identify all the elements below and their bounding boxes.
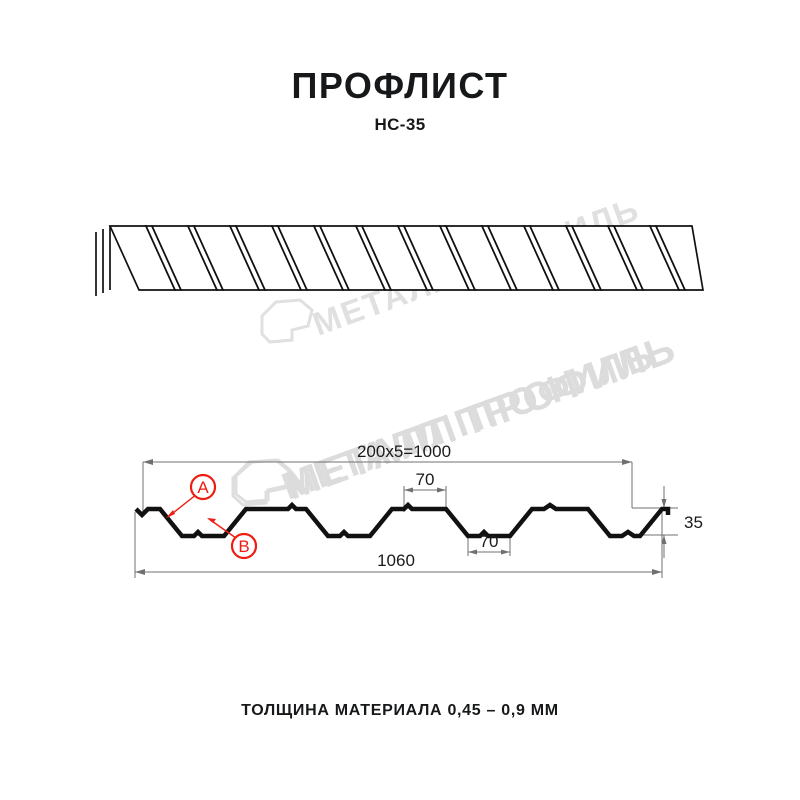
dimension-lines (134, 461, 678, 578)
watermark-logo-icon-2 (234, 458, 292, 504)
profile-cross-section (134, 501, 671, 539)
profile-3d-view (95, 227, 701, 317)
material-thickness-note: ТОЛЩИНА МАТЕРИАЛА 0,45 – 0,9 ММ (241, 702, 559, 719)
watermark-text-upper: МЕТАЛЛ ПРОФИЛЬ (302, 189, 648, 346)
dim-valley-width-label: 70 (480, 532, 499, 551)
callout-b[interactable]: B (207, 518, 258, 560)
corrugation-group (95, 291, 701, 315)
header-block: ПРОФЛИСТ НС-35 (0, 66, 800, 135)
dimension-arrowheads (135, 459, 667, 575)
callout-a-label: A (197, 478, 209, 497)
dim-crest-width-label: 70 (416, 470, 435, 489)
watermark-repeat-upper: МЕТАЛЛ ПРОФИЛЬ (260, 190, 645, 344)
svg-text:МЕТАЛЛ ПРОФИЛЬ: МЕТАЛЛ ПРОФИЛЬ (280, 326, 682, 508)
dim-overall-top-label: 200x5=1000 (357, 442, 451, 461)
page-title: ПРОФЛИСТ (291, 65, 509, 106)
callout-b-label: B (238, 537, 249, 556)
profile-3d-view-linework (95, 225, 705, 296)
model-designation: НС-35 (374, 115, 426, 134)
svg-text:МЕТАЛЛ ПРОФИЛЬ: МЕТАЛЛ ПРОФИЛЬ (308, 190, 645, 343)
watermark-lower-group: МЕТАЛЛ ПРОФИЛЬ (231, 326, 682, 508)
profile-3d-body (96, 230, 701, 298)
dimension-texts: 200x5=1000 70 70 1060 35 (357, 442, 703, 570)
watermark-logo-icon (260, 298, 314, 344)
dim-height-label: 35 (684, 513, 703, 532)
dim-overall-bottom-label: 1060 (377, 551, 415, 570)
callout-a[interactable]: A (166, 473, 217, 518)
watermark-text-lower: МЕТАЛЛ ПРОФИЛЬ (277, 335, 661, 509)
